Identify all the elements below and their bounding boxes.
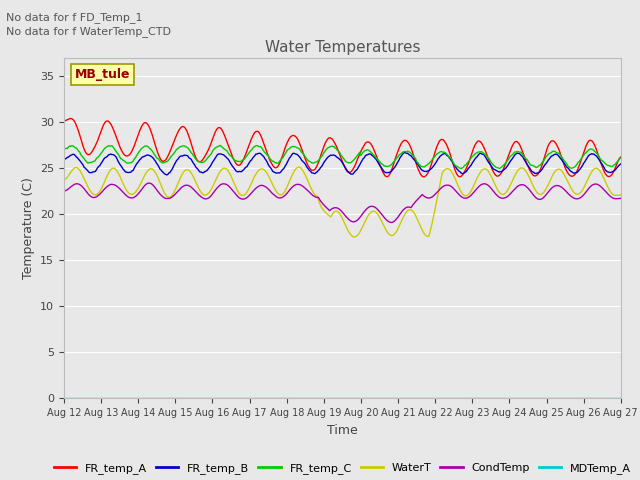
WaterT: [350, 234, 358, 240]
FR_temp_B: [362, 152, 370, 158]
FR_temp_C: [393, 156, 401, 161]
FR_temp_A: [329, 137, 337, 143]
WaterT: [294, 164, 302, 170]
FR_temp_C: [326, 144, 333, 150]
MDTemp_A: [604, 395, 611, 401]
CondTemp: [145, 180, 153, 186]
FR_temp_C: [60, 146, 68, 152]
MDTemp_A: [60, 395, 68, 401]
FR_temp_A: [617, 154, 625, 160]
WaterT: [329, 211, 337, 216]
FR_temp_A: [326, 135, 333, 141]
FR_temp_C: [519, 152, 527, 157]
Line: CondTemp: CondTemp: [64, 183, 621, 223]
FR_temp_A: [67, 116, 74, 121]
MDTemp_A: [392, 395, 399, 401]
Line: FR_temp_C: FR_temp_C: [64, 145, 621, 168]
Text: MB_tule: MB_tule: [75, 68, 131, 81]
FR_temp_C: [329, 144, 337, 149]
FR_temp_C: [458, 166, 465, 171]
CondTemp: [387, 220, 395, 226]
Y-axis label: Temperature (C): Temperature (C): [22, 177, 35, 279]
FR_temp_C: [606, 163, 614, 168]
CondTemp: [617, 195, 625, 201]
FR_temp_A: [60, 118, 68, 124]
WaterT: [394, 227, 401, 232]
CondTemp: [519, 182, 527, 188]
FR_temp_C: [617, 156, 625, 161]
CondTemp: [394, 215, 401, 220]
FR_temp_B: [326, 153, 333, 159]
Title: Water Temperatures: Water Temperatures: [265, 40, 420, 55]
WaterT: [326, 213, 333, 219]
CondTemp: [60, 188, 68, 194]
Line: FR_temp_B: FR_temp_B: [64, 153, 621, 175]
FR_temp_B: [393, 162, 401, 168]
Text: No data for f FD_Temp_1: No data for f FD_Temp_1: [6, 12, 143, 23]
CondTemp: [326, 208, 333, 214]
FR_temp_B: [617, 161, 625, 167]
FR_temp_A: [362, 140, 370, 145]
MDTemp_A: [328, 395, 335, 401]
FR_temp_B: [329, 152, 337, 158]
X-axis label: Time: Time: [327, 424, 358, 437]
WaterT: [519, 165, 527, 171]
Legend: FR_temp_A, FR_temp_B, FR_temp_C, WaterT, CondTemp, MDTemp_A: FR_temp_A, FR_temp_B, FR_temp_C, WaterT,…: [49, 458, 636, 478]
WaterT: [364, 214, 371, 219]
FR_temp_B: [519, 154, 527, 159]
Line: FR_temp_A: FR_temp_A: [64, 119, 621, 177]
MDTemp_A: [362, 395, 369, 401]
Text: No data for f WaterTemp_CTD: No data for f WaterTemp_CTD: [6, 26, 172, 37]
CondTemp: [606, 193, 614, 199]
WaterT: [606, 188, 614, 193]
WaterT: [617, 192, 625, 198]
CondTemp: [362, 206, 370, 212]
FR_temp_C: [216, 143, 224, 148]
FR_temp_B: [606, 169, 614, 175]
FR_temp_A: [606, 174, 614, 180]
MDTemp_A: [324, 395, 332, 401]
MDTemp_A: [516, 395, 524, 401]
WaterT: [60, 177, 68, 182]
FR_temp_B: [163, 172, 170, 178]
Line: WaterT: WaterT: [64, 167, 621, 237]
FR_temp_B: [401, 150, 408, 156]
CondTemp: [329, 205, 337, 211]
FR_temp_A: [519, 149, 527, 155]
FR_temp_C: [362, 147, 370, 153]
FR_temp_A: [419, 174, 427, 180]
MDTemp_A: [617, 395, 625, 401]
FR_temp_A: [393, 152, 401, 158]
FR_temp_B: [60, 156, 68, 162]
